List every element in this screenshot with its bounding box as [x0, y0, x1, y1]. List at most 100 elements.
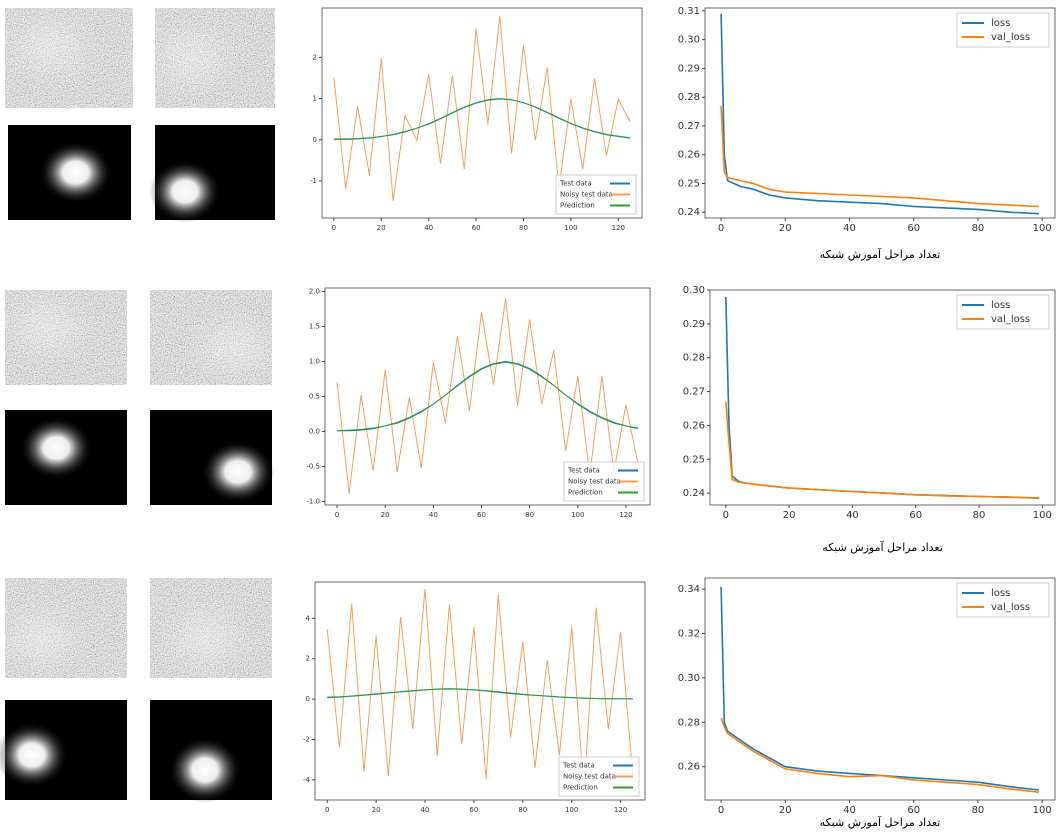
series-line [720, 586, 1039, 791]
legend-label: loss [991, 300, 1010, 311]
x-axis-label: تعداد مراحل آموزش شبکه [820, 247, 941, 261]
series-line [333, 98, 631, 140]
x-tick-label: 80 [525, 511, 534, 519]
gaussian-blob [38, 141, 113, 204]
y-tick-label: 1.5 [309, 323, 320, 331]
legend-label: val_loss [991, 602, 1030, 613]
x-tick-label: 40 [421, 806, 430, 814]
x-tick-label: 60 [477, 511, 486, 519]
legend-label: val_loss [991, 32, 1030, 43]
y-tick-label: 0.32 [678, 629, 700, 640]
chart: 0 20 40 60 80 100 120 2.0 1.5 1.0 0.5 0.0 -0.5 -1.0 Te… [306, 288, 651, 519]
y-tick-label: 0.25 [683, 454, 705, 465]
y-tick-label: 0.28 [683, 353, 705, 364]
legend-box [956, 12, 1050, 48]
y-tick-label: 1.0 [309, 358, 320, 366]
y-tick-label: -0.5 [306, 463, 320, 471]
x-tick-label: 100 [1033, 223, 1052, 234]
y-tick-label: -4 [303, 776, 311, 784]
x-tick-label: 20 [372, 806, 381, 814]
y-tick-label: -1 [310, 177, 317, 185]
legend-label: loss [991, 18, 1010, 29]
legend-label: Noisy test data [563, 773, 616, 781]
x-tick-label: 60 [469, 806, 478, 814]
x-tick-label: 40 [843, 223, 856, 234]
y-tick-label: 0.5 [309, 393, 320, 401]
chart: 0 20 40 60 80 100 0.26 0.28 0.30 0.32 0.34 تعداد مر… [678, 577, 1056, 829]
gaussian-blob [0, 722, 69, 788]
x-tick-label: 40 [846, 510, 859, 521]
x-tick-label: 80 [519, 224, 528, 232]
gaussian-blob [168, 737, 242, 803]
y-tick-label: 0.26 [678, 150, 700, 161]
noisy-blob [143, 18, 239, 98]
noisy-blob [0, 290, 97, 366]
plot-frame [704, 7, 1056, 219]
plot-frame [321, 7, 643, 219]
y-tick-label: 0 [306, 695, 310, 703]
x-tick-label: 80 [972, 223, 985, 234]
x-tick-label: 100 [564, 224, 577, 232]
x-tick-label: 100 [1033, 805, 1052, 816]
series-line [720, 717, 1039, 793]
y-tick-label: 0.27 [683, 387, 705, 398]
legend-label: Test data [559, 180, 592, 188]
noisy-blob [186, 309, 285, 385]
x-axis-label: تعداد مراحل آموزش شبکه [822, 540, 943, 554]
x-tick-label: 20 [377, 224, 386, 232]
legend-box [956, 294, 1050, 330]
x-tick-label: 20 [783, 510, 796, 521]
y-tick-label: 0.30 [678, 673, 700, 684]
y-tick-label: 0 [313, 136, 317, 144]
y-tick-label: 2 [306, 655, 310, 663]
x-tick-label: 60 [909, 510, 922, 521]
x-tick-label: 40 [843, 805, 856, 816]
x-tick-label: 40 [424, 224, 433, 232]
chart: 0 20 40 60 80 100 0.24 0.25 0.26 0.27 0.28 0.29 0.30… [678, 6, 1056, 261]
y-tick-label: 0.29 [683, 319, 705, 330]
x-tick-label: 100 [1033, 510, 1052, 521]
noisy-blob [0, 8, 101, 88]
legend-label: Prediction [560, 202, 595, 210]
series-line [333, 16, 631, 201]
legend-label: Noisy test data [568, 478, 621, 486]
chart: 0 20 40 60 80 100 120 2 1 0 -1 Test data Noisy test … [310, 7, 643, 232]
x-tick-label: 80 [973, 510, 986, 521]
y-tick-label: 2.0 [309, 288, 320, 296]
y-tick-label: 0.28 [678, 717, 700, 728]
legend-label: Noisy test data [560, 191, 613, 199]
x-tick-label: 60 [907, 223, 920, 234]
y-tick-label: 0.27 [678, 121, 700, 132]
y-tick-label: 0.25 [678, 178, 700, 189]
y-tick-label: 0.34 [678, 584, 700, 595]
x-tick-label: 60 [472, 224, 481, 232]
x-tick-label: 100 [571, 511, 584, 519]
gaussian-blob [149, 160, 221, 223]
y-tick-label: 1 [313, 95, 317, 103]
plot-frame [314, 581, 646, 801]
x-tick-label: 120 [614, 806, 627, 814]
y-tick-label: 0.29 [678, 63, 700, 74]
y-tick-label: 0.30 [678, 35, 700, 46]
x-tick-label: 40 [429, 511, 438, 519]
legend-label: Test data [567, 467, 600, 475]
y-tick-label: 0.24 [678, 207, 700, 218]
y-tick-label: 0.0 [309, 428, 320, 436]
y-tick-label: 0.24 [683, 488, 705, 499]
legend-box [956, 582, 1050, 618]
gaussian-blob [201, 440, 275, 504]
y-tick-label: -2 [303, 735, 310, 743]
series-line [336, 298, 639, 494]
x-tick-label: 20 [381, 511, 390, 519]
chart: 0 20 40 60 80 100 0.24 0.25 0.26 0.27 0.28 0.29 0.30… [683, 285, 1056, 554]
x-tick-label: 0 [718, 223, 724, 234]
series-line [336, 361, 639, 432]
y-tick-label: -1.0 [306, 498, 320, 506]
x-tick-label: 0 [325, 806, 329, 814]
image-tiles [0, 8, 285, 803]
x-tick-label: 80 [518, 806, 527, 814]
x-tick-label: 120 [612, 224, 625, 232]
series-line [720, 13, 1039, 215]
